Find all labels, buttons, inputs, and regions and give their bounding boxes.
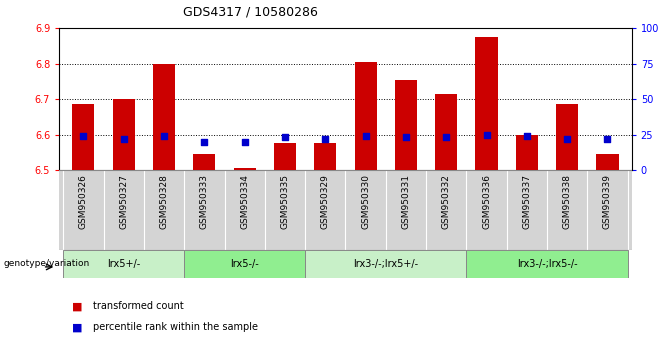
Point (199, 139, 210, 144)
Text: GSM950326: GSM950326 (79, 174, 88, 229)
Text: lrx3-/-;lrx5+/-: lrx3-/-;lrx5+/- (353, 259, 418, 269)
Text: GSM950333: GSM950333 (200, 174, 209, 229)
Bar (305, 250, 467, 278)
Text: GDS4317 / 10580286: GDS4317 / 10580286 (183, 6, 317, 19)
Point (522, 133, 532, 139)
Bar (596, 154, 619, 170)
Bar (315, 143, 336, 170)
Text: percentile rank within the sample: percentile rank within the sample (93, 322, 259, 332)
Text: GSM950331: GSM950331 (401, 174, 411, 229)
Point (361, 133, 371, 139)
Text: GSM950334: GSM950334 (240, 174, 249, 229)
Text: GSM950335: GSM950335 (280, 174, 290, 229)
Point (280, 135, 290, 140)
Text: lrx5+/-: lrx5+/- (107, 259, 140, 269)
Text: GSM950337: GSM950337 (522, 174, 532, 229)
Text: GSM950328: GSM950328 (159, 174, 168, 229)
Text: ■: ■ (72, 322, 83, 332)
Point (441, 135, 451, 140)
Point (481, 132, 492, 137)
Bar (193, 154, 215, 170)
Bar (355, 62, 376, 170)
Text: GSM950339: GSM950339 (603, 174, 612, 229)
Bar (467, 250, 628, 278)
Point (562, 136, 572, 142)
Text: ■: ■ (72, 301, 83, 311)
Text: GSM950330: GSM950330 (361, 174, 370, 229)
Text: GSM950327: GSM950327 (119, 174, 128, 229)
Text: transformed count: transformed count (93, 301, 184, 311)
Point (118, 136, 129, 142)
Point (78, 133, 89, 139)
Text: GSM950338: GSM950338 (563, 174, 572, 229)
Point (320, 136, 330, 142)
Bar (63, 250, 184, 278)
Point (401, 135, 411, 140)
Bar (153, 64, 175, 170)
Point (602, 136, 613, 142)
Bar (476, 37, 497, 170)
Bar (556, 104, 578, 170)
Bar (234, 168, 256, 170)
Bar (395, 80, 417, 170)
Text: GSM950336: GSM950336 (482, 174, 491, 229)
Text: lrx5-/-: lrx5-/- (230, 259, 259, 269)
Bar (184, 250, 305, 278)
Bar (72, 104, 95, 170)
Bar (113, 99, 135, 170)
Text: genotype/variation: genotype/variation (3, 259, 89, 268)
Point (240, 139, 250, 144)
Bar (435, 94, 457, 170)
Text: GSM950332: GSM950332 (442, 174, 451, 229)
Bar (516, 135, 538, 170)
Point (159, 133, 169, 139)
Bar (274, 143, 296, 170)
Text: lrx3-/-;lrx5-/-: lrx3-/-;lrx5-/- (517, 259, 577, 269)
Text: GSM950329: GSM950329 (321, 174, 330, 229)
